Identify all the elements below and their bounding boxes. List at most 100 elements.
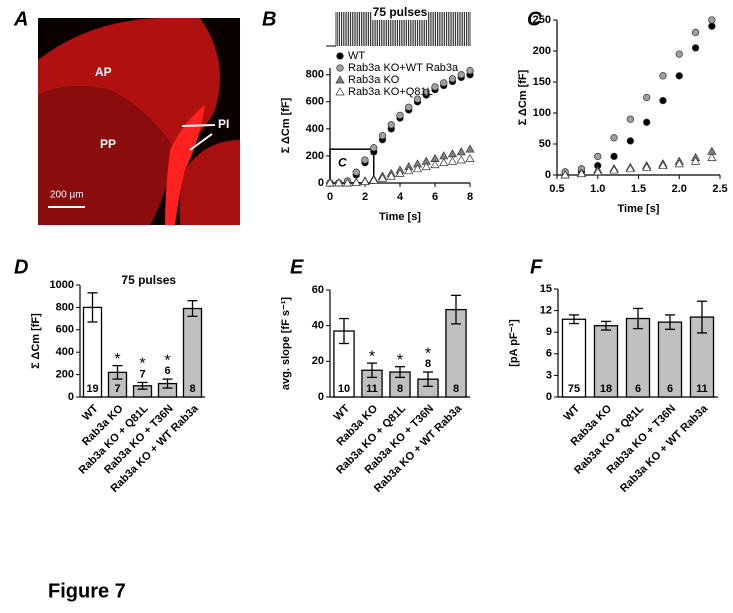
y-tick-label: 250: [533, 14, 551, 26]
n-label: 8: [425, 358, 431, 370]
point: [447, 156, 458, 165]
point: [360, 176, 370, 185]
y-tick-label: 600: [306, 96, 324, 108]
point: [675, 72, 683, 80]
y-tick-label: 200: [56, 369, 74, 381]
figure-title: Figure 7: [48, 580, 126, 602]
point: [593, 167, 603, 176]
point: [594, 152, 602, 161]
panel-label: A: [13, 8, 28, 30]
y-tick-label: 0: [545, 169, 551, 181]
legend-marker: [336, 52, 344, 60]
point: [430, 160, 440, 169]
y-tick-label: 0: [68, 391, 74, 403]
point: [342, 178, 353, 187]
point: [440, 79, 448, 87]
significance-marker: *: [425, 345, 431, 362]
point: [352, 168, 360, 176]
significance-marker: *: [164, 352, 170, 369]
panel-label: D: [14, 256, 28, 278]
chart-title: 75 pulses: [121, 273, 176, 287]
point: [466, 67, 474, 75]
point: [610, 134, 618, 142]
legend-label: Rab3a KO: [348, 74, 400, 86]
point: [576, 169, 587, 178]
legend-label: Rab3a KO+Q81L: [348, 86, 433, 98]
significance-marker: *: [139, 356, 145, 373]
point: [675, 50, 683, 58]
tissue-pp: [38, 86, 175, 225]
y-tick-label: 20: [312, 355, 324, 367]
point: [377, 173, 388, 182]
x-tick-label: 2: [362, 191, 368, 203]
region-label: AP: [95, 65, 112, 79]
y-tick-label: 40: [312, 320, 324, 332]
n-label: 6: [164, 365, 170, 377]
point: [707, 152, 717, 161]
y-tick-label: 9: [546, 326, 552, 338]
n-label: 11: [366, 383, 378, 395]
point: [396, 111, 404, 120]
point: [431, 83, 439, 91]
x-tick-label: 2.0: [672, 183, 687, 195]
y-axis-label: Σ ΔCm [fF]: [30, 313, 42, 369]
y-tick-label: 600: [56, 324, 74, 336]
y-axis-label: Σ ΔCm [fF]: [280, 97, 292, 153]
point: [456, 147, 466, 156]
arrow: [189, 133, 213, 151]
point: [395, 168, 405, 177]
significance-marker: *: [369, 348, 375, 365]
stimulus-label-bg: [372, 6, 428, 20]
y-tick-label: 0: [318, 177, 324, 189]
point: [690, 156, 701, 165]
point: [413, 95, 422, 103]
micrograph: [38, 18, 240, 225]
tissue-right: [179, 140, 240, 225]
n-label: 8: [397, 383, 403, 395]
y-tick-label: 6: [546, 348, 552, 360]
point: [386, 171, 396, 180]
n-label: 18: [600, 383, 612, 395]
y-tick-label: 3: [546, 369, 552, 381]
n-label: 7: [139, 368, 145, 380]
point: [560, 170, 570, 179]
panel-label: F: [530, 256, 543, 278]
n-label: 10: [338, 383, 350, 395]
point: [465, 153, 475, 162]
point: [626, 115, 634, 123]
legend-marker: [335, 75, 345, 84]
legend-label: WT: [348, 50, 365, 62]
y-tick-label: 800: [306, 69, 324, 81]
point: [708, 22, 716, 30]
point: [691, 44, 700, 52]
point: [387, 121, 395, 129]
point: [439, 158, 449, 167]
n-label: 11: [696, 383, 708, 395]
tissue-ap: [38, 18, 220, 150]
x-tick-label: 8: [467, 191, 473, 203]
y-tick-label: 1000: [50, 279, 74, 291]
legend-label: Rab3a KO+WT Rab3a: [348, 62, 459, 74]
point: [351, 177, 361, 186]
point: [422, 88, 430, 97]
y-axis-label: [pA pF⁻¹]: [508, 319, 520, 367]
point: [643, 93, 651, 102]
legend-marker: [335, 87, 345, 96]
point: [465, 144, 475, 153]
n-label: 6: [635, 383, 641, 395]
x-tick-label: 2.5: [712, 183, 727, 195]
y-tick-label: 150: [533, 76, 551, 88]
region-label: PP: [100, 137, 116, 151]
x-axis-label: Time [s]: [618, 203, 660, 215]
point: [658, 160, 668, 170]
y-tick-label: 400: [306, 123, 324, 135]
point: [334, 178, 344, 187]
point: [609, 165, 619, 174]
stimulus-label: 75 pulses: [373, 5, 428, 19]
scale-bar-label: 200 µm: [50, 190, 84, 201]
y-tick-label: 12: [540, 305, 552, 317]
x-tick-label: 0: [327, 191, 333, 203]
point: [659, 72, 667, 80]
n-label: 7: [114, 383, 120, 395]
